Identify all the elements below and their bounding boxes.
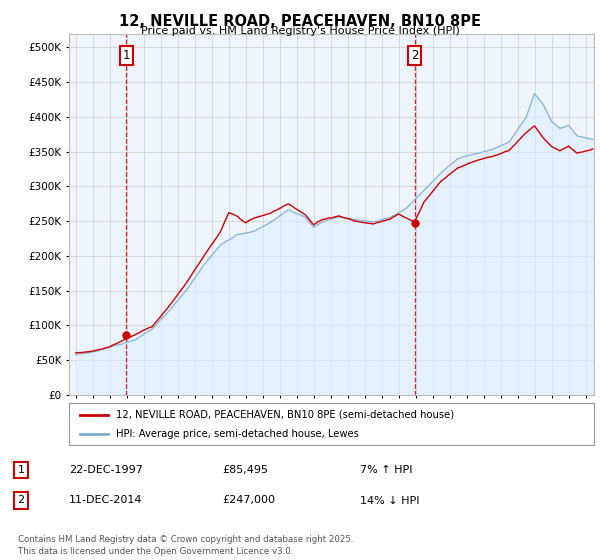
Text: Price paid vs. HM Land Registry's House Price Index (HPI): Price paid vs. HM Land Registry's House … bbox=[140, 26, 460, 36]
Text: £85,495: £85,495 bbox=[222, 465, 268, 475]
Text: 2: 2 bbox=[411, 49, 418, 62]
Text: 12, NEVILLE ROAD, PEACEHAVEN, BN10 8PE: 12, NEVILLE ROAD, PEACEHAVEN, BN10 8PE bbox=[119, 14, 481, 29]
Text: Contains HM Land Registry data © Crown copyright and database right 2025.
This d: Contains HM Land Registry data © Crown c… bbox=[18, 535, 353, 556]
Text: 11-DEC-2014: 11-DEC-2014 bbox=[69, 496, 143, 506]
Text: 1: 1 bbox=[122, 49, 130, 62]
Text: 2: 2 bbox=[17, 496, 25, 506]
Text: 7% ↑ HPI: 7% ↑ HPI bbox=[360, 465, 413, 475]
Text: 22-DEC-1997: 22-DEC-1997 bbox=[69, 465, 143, 475]
Text: 14% ↓ HPI: 14% ↓ HPI bbox=[360, 496, 419, 506]
Text: HPI: Average price, semi-detached house, Lewes: HPI: Average price, semi-detached house,… bbox=[116, 429, 359, 439]
Text: 1: 1 bbox=[17, 465, 25, 475]
Text: 12, NEVILLE ROAD, PEACEHAVEN, BN10 8PE (semi-detached house): 12, NEVILLE ROAD, PEACEHAVEN, BN10 8PE (… bbox=[116, 409, 454, 419]
Text: £247,000: £247,000 bbox=[222, 496, 275, 506]
